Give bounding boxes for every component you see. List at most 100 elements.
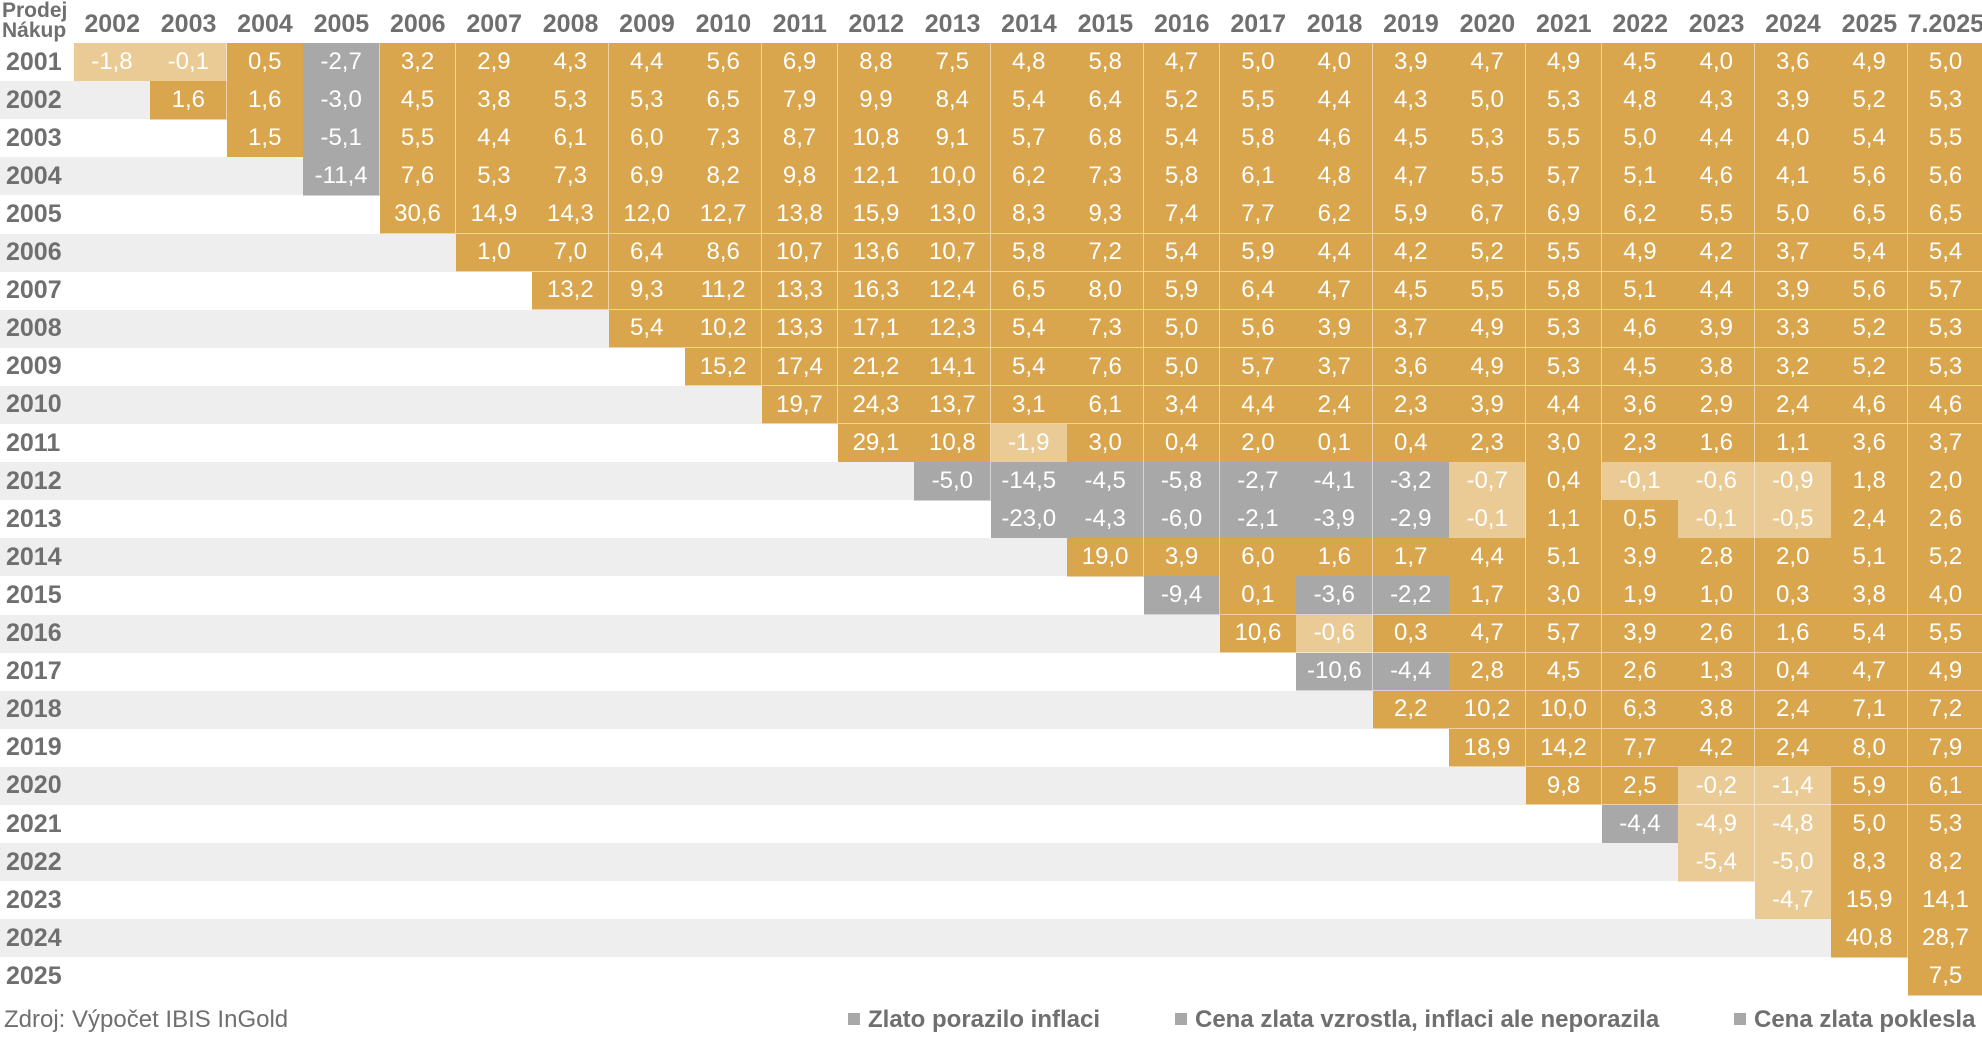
column-header: 2006: [389, 9, 446, 38]
table-cell: 5,4: [1907, 233, 1982, 273]
table-cell: 9,8: [1525, 766, 1603, 806]
table-cell: 12,1: [838, 157, 915, 196]
table-cell: -10,6: [1296, 652, 1374, 692]
table-cell: 4,0: [1907, 576, 1982, 615]
table-cell: 4,0: [1678, 43, 1756, 82]
table-cell: 3,1: [990, 385, 1068, 425]
table-cell: -6,0: [1143, 500, 1221, 539]
table-cell: 3,9: [1754, 271, 1832, 311]
table-cell: 5,8: [1067, 43, 1145, 82]
table-cell: -1,8: [74, 43, 151, 82]
table-cell: 3,7: [1907, 424, 1982, 463]
table-cell: 5,3: [1525, 347, 1603, 387]
table-cell: 6,5: [1907, 195, 1982, 234]
column-header: 2008: [542, 9, 599, 38]
table-cell: 3,9: [1602, 614, 1679, 654]
table-cell: 5,5: [1525, 119, 1603, 158]
legend-label: Zlato porazilo inflaci: [868, 1006, 1101, 1033]
table-cell: 6,3: [1602, 690, 1679, 730]
table-cell: -5,0: [914, 462, 992, 501]
column-header: 2014: [1001, 9, 1057, 38]
table-cell: 3,8: [456, 81, 533, 120]
table-cell: 8,0: [1831, 728, 1909, 768]
table-cell: 5,2: [1449, 233, 1527, 273]
table-cell: 2,6: [1907, 500, 1982, 539]
table-cell: 6,0: [608, 119, 686, 158]
table-cell: 5,7: [1525, 157, 1603, 196]
table-cell: 4,0: [1296, 43, 1374, 82]
table-cell: 4,0: [1754, 119, 1832, 158]
table-cell: 3,7: [1296, 347, 1374, 387]
table-cell: 4,4: [1449, 538, 1527, 577]
column-header: 2022: [1612, 9, 1668, 38]
table-cell: 4,4: [608, 43, 686, 82]
table-cell: 16,3: [838, 271, 915, 311]
table-cell: 4,6: [1907, 385, 1982, 425]
table-cell: 6,8: [1067, 119, 1145, 158]
table-cell: 1,1: [1525, 500, 1603, 539]
table-cell: 4,9: [1831, 43, 1909, 82]
table-cell: 5,0: [1143, 347, 1221, 387]
table-cell: 3,7: [1754, 233, 1832, 273]
table-cell: 3,6: [1602, 385, 1679, 425]
table-cell: 5,2: [1831, 309, 1909, 349]
table-cell: 1,5: [226, 119, 304, 158]
table-cell: -0,9: [1754, 462, 1832, 501]
table-cell: 5,4: [1831, 119, 1909, 158]
column-header: 2013: [924, 9, 981, 38]
table-cell: 17,4: [761, 347, 839, 387]
table-cell: 0,4: [1525, 462, 1603, 501]
table-cell: 1,6: [1296, 538, 1374, 577]
table-cell: 7,9: [761, 81, 839, 120]
table-cell: 3,0: [1525, 576, 1603, 615]
table-cell: 6,9: [761, 43, 839, 82]
table-cell: 13,8: [761, 195, 839, 234]
column-header: 2020: [1459, 9, 1516, 38]
row-header: 2006: [6, 238, 62, 267]
table-cell: 5,4: [1143, 233, 1221, 273]
table-cell: 5,9: [1143, 271, 1221, 311]
table-cell: 4,5: [1602, 347, 1679, 387]
table-cell: 0,3: [1372, 614, 1450, 654]
row-header: 2002: [6, 85, 62, 114]
table-cell: 4,4: [1296, 81, 1374, 120]
table-cell: 1,0: [1678, 576, 1756, 615]
table-cell: 5,3: [1449, 119, 1527, 158]
table-cell: 9,9: [838, 81, 915, 120]
table-cell: 3,6: [1831, 424, 1909, 463]
table-cell: 6,9: [1525, 195, 1603, 234]
table-cell: 13,7: [914, 385, 992, 425]
table-cell: 7,5: [914, 43, 992, 82]
table-cell: 7,3: [1067, 309, 1145, 349]
table-cell: 12,7: [685, 195, 763, 234]
table-cell: 6,4: [1220, 271, 1297, 311]
table-cell: -1,4: [1754, 766, 1832, 806]
table-cell: 28,7: [1907, 919, 1982, 958]
table-cell: 5,3: [1525, 81, 1603, 120]
table-cell: 3,0: [1525, 424, 1603, 463]
table-cell: 7,4: [1143, 195, 1221, 234]
table-cell: 1,6: [226, 81, 304, 120]
table-cell: 5,3: [608, 81, 686, 120]
corner-label-buy: Nákup: [2, 19, 67, 42]
table-cell: 2,3: [1372, 385, 1450, 425]
table-cell: -3,6: [1296, 576, 1374, 615]
row-stripe: [0, 919, 1982, 958]
table-cell: 5,4: [990, 347, 1068, 387]
table-cell: 5,4: [1831, 233, 1909, 273]
column-header: 2023: [1688, 9, 1745, 38]
table-cell: 2,0: [1754, 538, 1832, 577]
table-cell: 10,2: [685, 309, 763, 349]
table-cell: 8,0: [1067, 271, 1145, 311]
table-cell: 7,6: [1067, 347, 1145, 387]
table-cell: 4,6: [1296, 119, 1374, 158]
table-cell: 3,4: [1143, 385, 1221, 425]
table-cell: 5,3: [1907, 805, 1982, 844]
table-cell: 5,7: [1220, 347, 1297, 387]
table-cell: -4,1: [1296, 462, 1374, 501]
table-cell: -2,1: [1220, 500, 1297, 539]
table-cell: 10,6: [1220, 614, 1297, 654]
table-cell: 24,3: [838, 385, 915, 425]
table-cell: 2,9: [456, 43, 533, 82]
table-cell: 17,1: [838, 309, 915, 349]
